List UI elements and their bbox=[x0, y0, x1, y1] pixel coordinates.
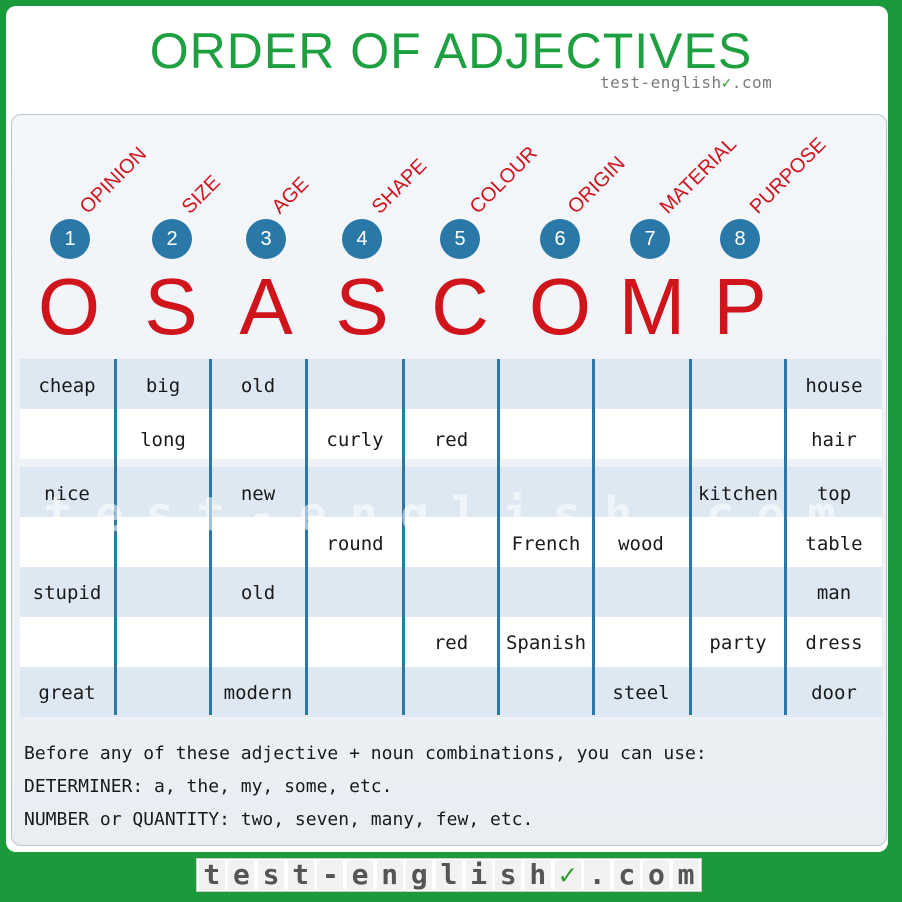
number-badge-3: 3 bbox=[246, 219, 286, 259]
brand-char: m bbox=[673, 860, 700, 890]
table-cell: long bbox=[140, 429, 186, 451]
brand-char: g bbox=[406, 860, 433, 890]
brand-char: s bbox=[495, 860, 522, 890]
table-cell: big bbox=[145, 375, 181, 397]
table-row bbox=[20, 359, 882, 409]
table-cell: old bbox=[240, 582, 276, 604]
column-divider bbox=[114, 359, 117, 715]
table-cell: door bbox=[811, 682, 857, 704]
acronym-letter-a: A bbox=[239, 262, 293, 351]
brand-logo-top: test-english✓.com bbox=[600, 73, 772, 92]
note-line-1: Before any of these adjective + noun com… bbox=[24, 743, 707, 764]
table-cell: kitchen bbox=[697, 483, 779, 505]
number-badge-8: 8 bbox=[720, 219, 760, 259]
brand-char: t bbox=[287, 860, 314, 890]
table-row bbox=[20, 567, 882, 617]
table-cell: new bbox=[240, 483, 276, 505]
brand-char: c bbox=[613, 860, 640, 890]
note-line-3: NUMBER or QUANTITY: two, seven, many, fe… bbox=[24, 809, 534, 830]
brand-char: e bbox=[347, 860, 374, 890]
table-cell: red bbox=[433, 632, 469, 654]
table-cell: party bbox=[709, 632, 767, 654]
column-divider bbox=[305, 359, 308, 715]
number-badge-5: 5 bbox=[440, 219, 480, 259]
table-cell: Spanish bbox=[505, 632, 587, 654]
brand-char: l bbox=[435, 860, 462, 890]
acronym-letter-o: O bbox=[528, 262, 592, 351]
table-row bbox=[20, 409, 882, 459]
table-cell: modern bbox=[223, 682, 293, 704]
brand-logo-bottom: t e s t - e n g l i s h ✓ . c o m bbox=[196, 858, 702, 892]
table-cell: great bbox=[38, 682, 96, 704]
brand-name: test-english bbox=[600, 73, 722, 92]
brand-char: o bbox=[643, 860, 670, 890]
page-title: ORDER OF ADJECTIVES bbox=[149, 23, 753, 79]
number-badge-1: 1 bbox=[50, 219, 90, 259]
brand-char: s bbox=[258, 860, 285, 890]
table-cell: table bbox=[805, 533, 863, 555]
check-icon: ✓ bbox=[554, 860, 581, 890]
brand-suffix: .com bbox=[731, 73, 773, 92]
table-cell: top bbox=[816, 483, 852, 505]
acronym-letter-c: C bbox=[431, 262, 489, 351]
table-cell: round bbox=[326, 533, 384, 555]
table-cell: French bbox=[511, 533, 581, 555]
column-divider bbox=[689, 359, 692, 715]
table-cell: dress bbox=[805, 632, 863, 654]
brand-char: i bbox=[465, 860, 492, 890]
column-divider bbox=[402, 359, 405, 715]
table-cell: steel bbox=[612, 682, 670, 704]
table-row bbox=[20, 467, 882, 517]
table-cell: red bbox=[433, 429, 469, 451]
column-divider bbox=[209, 359, 212, 715]
brand-char: h bbox=[524, 860, 551, 890]
acronym-letter-m: M bbox=[618, 262, 686, 351]
table-cell: stupid bbox=[32, 582, 102, 604]
brand-char: - bbox=[317, 860, 344, 890]
acronym-letter-p: P bbox=[713, 262, 767, 351]
column-divider bbox=[497, 359, 500, 715]
column-divider bbox=[592, 359, 595, 715]
table-cell: hair bbox=[811, 429, 857, 451]
acronym-letter-o: O bbox=[37, 262, 101, 351]
table-row bbox=[20, 617, 882, 667]
table-row bbox=[20, 667, 882, 717]
acronym-letter-s: S bbox=[335, 262, 389, 351]
brand-char: n bbox=[376, 860, 403, 890]
table-cell: curly bbox=[326, 429, 384, 451]
table-cell: man bbox=[816, 582, 852, 604]
note-line-2: DETERMINER: a, the, my, some, etc. bbox=[24, 776, 393, 797]
check-icon: ✓ bbox=[721, 73, 732, 92]
number-badge-7: 7 bbox=[630, 219, 670, 259]
table-cell: nice bbox=[44, 483, 90, 505]
brand-char: e bbox=[228, 860, 255, 890]
table-cell: old bbox=[240, 375, 276, 397]
number-badge-2: 2 bbox=[152, 219, 192, 259]
column-divider bbox=[784, 359, 787, 715]
brand-char: t bbox=[198, 860, 225, 890]
acronym-letter-s: S bbox=[144, 262, 198, 351]
brand-char: . bbox=[584, 860, 611, 890]
table-cell: cheap bbox=[38, 375, 96, 397]
number-badge-4: 4 bbox=[342, 219, 382, 259]
table-cell: house bbox=[805, 375, 863, 397]
number-badge-6: 6 bbox=[540, 219, 580, 259]
table-row bbox=[20, 517, 882, 567]
table-cell: wood bbox=[618, 533, 664, 555]
